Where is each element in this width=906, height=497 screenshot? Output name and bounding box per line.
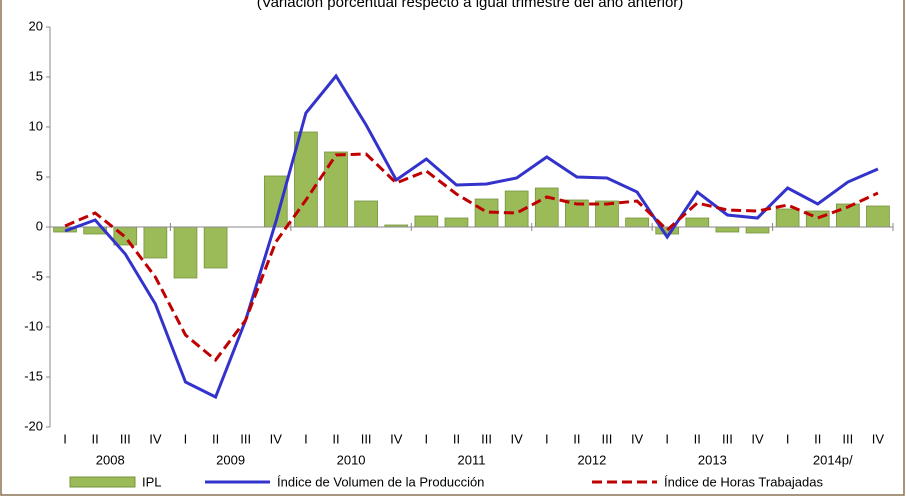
x-tick-label: III <box>842 431 853 446</box>
x-tick-label: IV <box>751 431 764 446</box>
y-tick-label: 5 <box>36 168 43 183</box>
bar <box>745 226 770 234</box>
legend-swatch <box>69 476 136 488</box>
year-label: 2010 <box>337 452 366 467</box>
x-tick-label: IV <box>270 431 283 446</box>
x-tick-label: I <box>184 431 188 446</box>
y-tick-label: -5 <box>31 268 43 283</box>
bar <box>203 226 228 269</box>
x-tick-label: I <box>304 431 308 446</box>
bar <box>444 217 469 228</box>
x-tick-label: I <box>63 431 67 446</box>
bar <box>715 226 740 233</box>
legend-label: Índice de Horas Trabajadas <box>664 474 823 489</box>
x-tick-label: IV <box>872 431 885 446</box>
x-tick-label: III <box>481 431 492 446</box>
bar <box>625 217 649 228</box>
year-label: 2014p/ <box>813 452 853 467</box>
y-tick-label: 20 <box>29 18 43 33</box>
bar <box>534 187 559 228</box>
x-tick-label: IV <box>511 431 524 446</box>
x-tick-label: IV <box>631 431 644 446</box>
legend-label: IPL <box>142 474 162 489</box>
x-tick-label: II <box>212 431 219 446</box>
x-tick-label: I <box>665 431 669 446</box>
bar <box>173 226 198 279</box>
y-tick-label: -10 <box>24 318 43 333</box>
x-tick-label: I <box>786 431 790 446</box>
y-tick-label: 10 <box>29 118 43 133</box>
y-tick-label: 0 <box>36 218 43 233</box>
x-tick-label: II <box>573 431 580 446</box>
year-label: 2009 <box>216 452 245 467</box>
bar <box>324 151 348 228</box>
x-tick-label: IV <box>149 431 162 446</box>
x-tick-label: I <box>425 431 429 446</box>
x-tick-label: II <box>694 431 701 446</box>
x-tick-label: II <box>92 431 99 446</box>
bar <box>143 226 168 259</box>
y-tick-label: -20 <box>24 418 43 433</box>
year-label: 2013 <box>698 452 727 467</box>
bar <box>414 215 439 228</box>
x-tick-label: III <box>240 431 251 446</box>
x-tick-label: II <box>814 431 821 446</box>
x-tick-label: III <box>602 431 613 446</box>
x-tick-label: III <box>361 431 372 446</box>
line <box>64 73 879 400</box>
bar <box>354 200 378 228</box>
bar <box>775 208 800 228</box>
year-label: 2011 <box>458 452 486 467</box>
x-tick-label: IV <box>390 431 403 446</box>
x-tick-label: III <box>722 431 733 446</box>
x-tick-label: II <box>453 431 460 446</box>
year-label: 2008 <box>96 452 125 467</box>
x-tick-label: I <box>545 431 549 446</box>
y-tick-label: 15 <box>29 68 43 83</box>
year-label: 2012 <box>577 452 606 467</box>
bar <box>866 205 890 228</box>
chart-subtitle: (Variación porcentual respecto a igual t… <box>257 0 684 11</box>
legend-label: Índice de Volumen de la Producción <box>277 474 484 489</box>
bar <box>685 217 710 228</box>
x-tick-label: III <box>120 431 131 446</box>
y-tick-label: -15 <box>24 368 43 383</box>
x-tick-label: II <box>332 431 339 446</box>
